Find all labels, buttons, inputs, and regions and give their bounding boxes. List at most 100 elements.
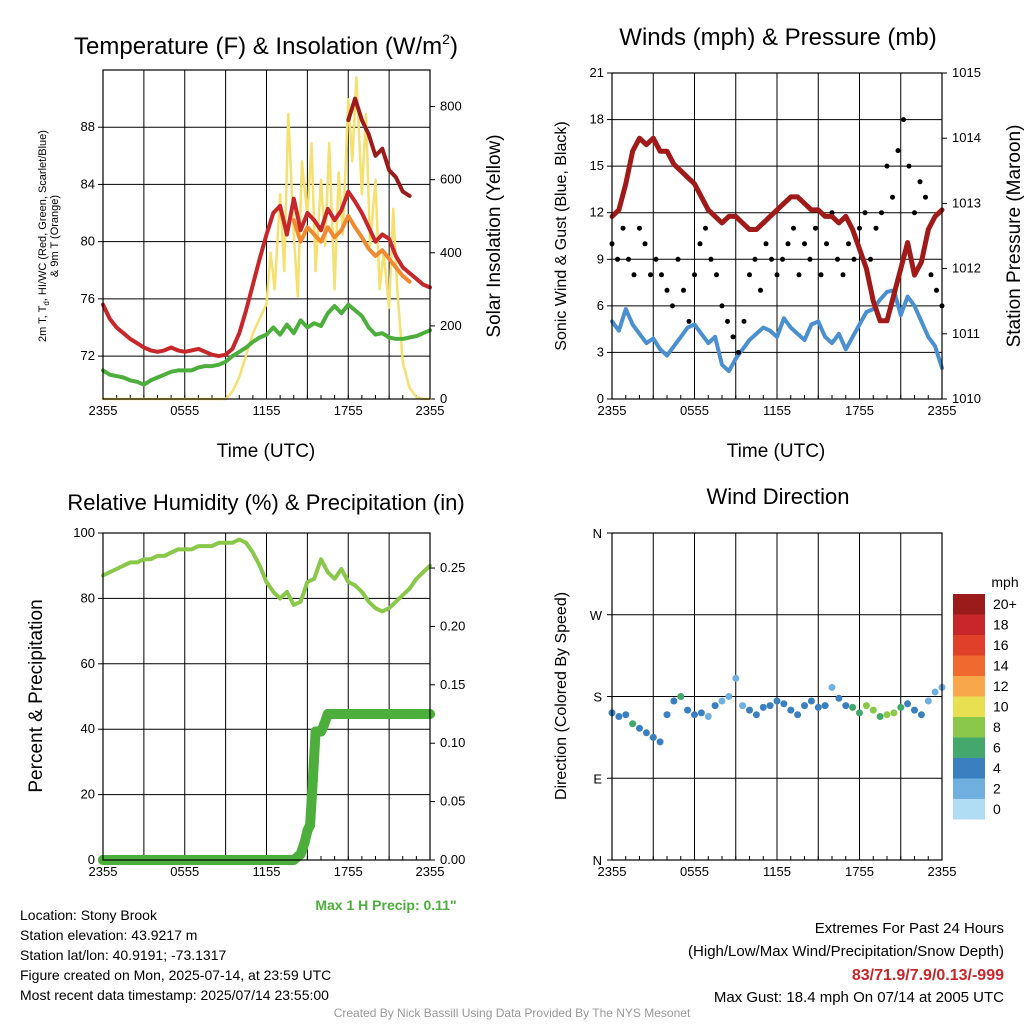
temperature-x-tick-label: 1155	[253, 403, 281, 418]
insolation-y2-tick-label: 600	[440, 172, 462, 187]
wind-direction-x-tick-label: 1755	[845, 864, 874, 879]
temperature-9m-line	[291, 213, 412, 284]
gust-point	[692, 272, 697, 278]
wind-direction-point	[622, 711, 630, 719]
wind-direction-point	[849, 703, 857, 711]
wind-direction-point	[911, 706, 918, 714]
extremes-subtitle: (High/Low/Max Wind/Precipitation/Snow De…	[688, 943, 1004, 960]
wind-direction-point	[684, 706, 692, 714]
wind-direction-point	[890, 709, 898, 717]
pressure-y2-tick-label: 1012	[952, 261, 981, 276]
humidity-plot-border	[102, 532, 431, 861]
credit-text: Created By Nick Bassill Using Data Provi…	[333, 1006, 691, 1020]
gust-point	[791, 225, 796, 231]
winds-x-tick-label: 1755	[845, 403, 874, 418]
winds-y-tick-label: 0	[597, 391, 604, 406]
gust-point	[620, 225, 626, 231]
precip-y2-tick-label: 0.00	[440, 852, 465, 867]
gust-point	[763, 241, 769, 247]
temperature-y-tick-label: 72	[81, 348, 95, 363]
dewpoint-line	[101, 302, 432, 387]
gust-point	[824, 241, 829, 247]
wind-direction-point	[917, 711, 925, 719]
wind-direction-point	[842, 702, 850, 710]
insolation-y2-tick-label: 0	[440, 391, 447, 406]
pressure-line	[609, 135, 945, 324]
gust-point	[840, 272, 846, 278]
winds-y-tick-label: 18	[590, 112, 604, 127]
station-info: Location: Stony Brook Station elevation:…	[20, 905, 331, 1005]
wind-direction-point	[615, 713, 623, 720]
wind-direction-point	[732, 674, 740, 682]
wind-direction-point	[869, 706, 877, 714]
gust-point	[846, 241, 851, 247]
wind-direction-point	[704, 713, 712, 720]
temperature-panel: Temperature (F) & Insolation (W/m2) Time…	[37, 31, 505, 462]
wind-direction-point	[670, 697, 678, 705]
speed-legend-label: 16	[993, 637, 1009, 653]
wind-direction-point	[828, 683, 836, 691]
temperature-2m-line	[101, 189, 432, 359]
wind-direction-title: Wind Direction	[706, 484, 849, 509]
gust-point	[912, 210, 917, 216]
pressure-y2-tick-label: 1015	[952, 65, 981, 80]
pressure-y2-tick-label: 1011	[952, 326, 980, 341]
wind-direction-point	[773, 697, 781, 705]
gust-point	[818, 272, 824, 278]
winds-y-tick-label: 15	[590, 158, 604, 173]
max-gust-text: Max Gust: 18.4 mph On 07/14 at 2005 UTC	[713, 989, 1004, 1006]
gust-point	[758, 287, 763, 293]
extremes-title: Extremes For Past 24 Hours	[814, 920, 1004, 937]
speed-legend-swatch	[953, 614, 985, 635]
winds-y-label: Sonic Wind & Gust (Blue, Black)	[553, 121, 570, 350]
gust-point	[747, 272, 752, 278]
temperature-y-label-line2: & 9m T (Orange)	[49, 195, 61, 277]
speed-legend-label: 4	[993, 760, 1001, 776]
humidity-y-tick-label: 40	[81, 721, 95, 736]
gust-point	[631, 272, 637, 278]
humidity-x-tick-label: 1155	[253, 864, 281, 879]
precip-y2-tick-label: 0.25	[440, 560, 465, 575]
winds-y-tick-label: 6	[597, 298, 604, 313]
sonic-wind-line	[610, 288, 944, 374]
gust-point	[807, 256, 813, 262]
speed-legend-label: 0	[993, 801, 1001, 817]
humidity-panel: Relative Humidity (%) & Precipitation (i…	[26, 490, 465, 913]
wind-direction-point	[636, 724, 643, 732]
wind-direction-point	[677, 693, 685, 700]
gust-point	[923, 194, 928, 200]
wind-direction-point	[629, 720, 637, 728]
gust-point	[857, 225, 862, 231]
gust-point	[708, 256, 714, 262]
wind-direction-y-tick-label: S	[593, 690, 602, 705]
precip-y2-tick-label: 0.15	[440, 677, 465, 692]
wind-direction-point	[663, 711, 671, 719]
humidity-x-tick-label: 2355	[89, 864, 118, 879]
wind-direction-point	[697, 709, 705, 717]
humidity-y-tick-label: 0	[88, 852, 95, 867]
humidity-y-tick-label: 60	[81, 656, 95, 671]
winds-plot-border	[611, 72, 943, 400]
gust-point	[670, 303, 675, 309]
gust-point	[884, 163, 890, 169]
gust-point	[741, 318, 747, 324]
wind-direction-point	[814, 703, 822, 711]
temperature-y-tick-label: 76	[81, 291, 95, 306]
speed-legend-swatch	[953, 594, 985, 615]
speed-legend-label: 8	[993, 719, 1001, 735]
gust-point	[873, 225, 879, 231]
gust-point	[681, 287, 686, 293]
pressure-y2-tick-label: 1013	[952, 195, 981, 210]
winds-y-tick-label: 12	[590, 205, 604, 220]
wind-direction-point	[711, 702, 719, 710]
temperature-x-label: Time (UTC)	[217, 441, 316, 462]
gust-point	[730, 334, 736, 340]
speed-legend-label: 10	[993, 699, 1009, 715]
temperature-x-tick-label: 1755	[334, 403, 363, 418]
speed-legend-label: 2	[993, 781, 1001, 797]
wind-direction-plot-border	[611, 532, 943, 861]
gust-point	[868, 256, 873, 262]
wind-direction-point	[691, 711, 698, 719]
speed-legend-label: 20+	[993, 596, 1017, 612]
